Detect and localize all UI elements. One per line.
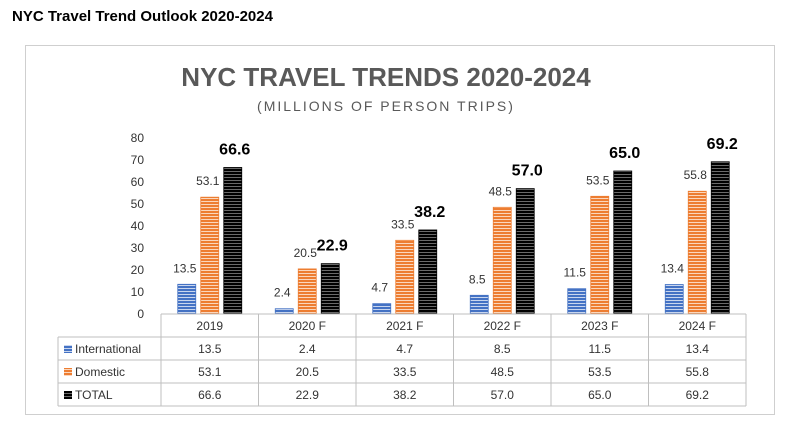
table-cell: 53.1 [198, 365, 222, 379]
bar-domestic-4 [590, 195, 610, 315]
bar-domestic-0 [200, 196, 220, 315]
data-label-international: 2.4 [274, 286, 291, 300]
data-label-international: 8.5 [469, 272, 486, 286]
y-tick-label: 60 [131, 175, 145, 189]
table-cell: 66.6 [198, 388, 222, 402]
bar-domestic-1 [297, 268, 317, 315]
y-tick-label: 10 [131, 285, 145, 299]
page-heading: NYC Travel Trend Outlook 2020-2024 [12, 8, 273, 25]
table-cell: 33.5 [393, 365, 417, 379]
table-cell: 57.0 [491, 388, 515, 402]
table-cell: 8.5 [494, 342, 511, 356]
y-tick-label: 40 [131, 219, 145, 233]
data-label-total: 69.2 [707, 136, 738, 153]
data-label-domestic: 53.5 [586, 173, 610, 187]
bar-domestic-5 [687, 190, 707, 315]
x-tick-label: 2022 F [484, 319, 521, 333]
x-tick-label: 2019 [196, 319, 223, 333]
data-label-total: 65.0 [609, 145, 640, 162]
chart-frame: NYC TRAVEL TRENDS 2020-2024 (MILLIONS OF… [25, 45, 775, 415]
bar-international-3 [469, 294, 489, 315]
bar-international-1 [274, 308, 294, 315]
table-cell: 69.2 [686, 388, 710, 402]
y-tick-label: 0 [137, 307, 144, 321]
data-label-domestic: 53.1 [196, 174, 220, 188]
x-tick-label: 2023 F [581, 319, 618, 333]
x-tick-label: 2020 F [289, 319, 326, 333]
legend-key-total [64, 391, 72, 399]
data-label-domestic: 33.5 [391, 217, 415, 231]
table-cell: 4.7 [396, 342, 413, 356]
data-label-domestic: 55.8 [684, 168, 708, 182]
table-cell: 13.4 [686, 342, 710, 356]
bar-total-3 [515, 188, 535, 315]
bar-total-5 [710, 161, 730, 315]
data-label-total: 66.6 [219, 141, 250, 158]
table-cell: 53.5 [588, 365, 612, 379]
chart-title: NYC TRAVEL TRENDS 2020-2024 [181, 62, 591, 92]
bar-international-5 [664, 284, 684, 315]
data-label-domestic: 20.5 [294, 246, 318, 260]
bar-total-2 [418, 229, 438, 315]
y-tick-label: 50 [131, 197, 145, 211]
data-label-domestic: 48.5 [489, 184, 513, 198]
table-cell: 22.9 [296, 388, 320, 402]
data-label-total: 22.9 [317, 238, 348, 255]
x-tick-label: 2021 F [386, 319, 423, 333]
table-cell: 65.0 [588, 388, 612, 402]
y-tick-label: 20 [131, 263, 145, 277]
legend-label-total: TOTAL [75, 388, 113, 402]
bar-international-2 [372, 303, 392, 315]
chart-subtitle: (MILLIONS OF PERSON TRIPS) [257, 98, 515, 114]
bar-international-4 [567, 288, 587, 315]
legend-label-international: International [75, 342, 141, 356]
travel-trends-chart: NYC TRAVEL TRENDS 2020-2024 (MILLIONS OF… [57, 62, 747, 407]
table-cell: 48.5 [491, 365, 515, 379]
data-label-total: 57.0 [512, 163, 543, 180]
table-cell: 38.2 [393, 388, 417, 402]
table-cell: 13.5 [198, 342, 222, 356]
data-label-international: 4.7 [371, 281, 388, 295]
bar-total-0 [223, 167, 243, 315]
y-tick-label: 30 [131, 241, 145, 255]
table-cell: 55.8 [686, 365, 710, 379]
data-label-international: 13.5 [173, 261, 197, 275]
legend-key-international [64, 345, 72, 353]
bar-domestic-3 [492, 206, 512, 315]
legend-key-domestic [64, 368, 72, 376]
table-cell: 11.5 [589, 342, 612, 356]
table-cell: 20.5 [296, 365, 320, 379]
y-tick-label: 70 [131, 153, 145, 167]
bar-international-0 [177, 283, 197, 315]
x-tick-label: 2024 F [679, 319, 716, 333]
bar-total-1 [320, 263, 340, 315]
bar-total-4 [613, 170, 633, 315]
table-cell: 2.4 [299, 342, 316, 356]
y-tick-label: 80 [131, 131, 145, 145]
data-label-international: 11.5 [564, 266, 587, 280]
data-label-international: 13.4 [661, 262, 685, 276]
bar-domestic-2 [395, 239, 415, 315]
legend-label-domestic: Domestic [75, 365, 125, 379]
data-label-total: 38.2 [414, 204, 445, 221]
